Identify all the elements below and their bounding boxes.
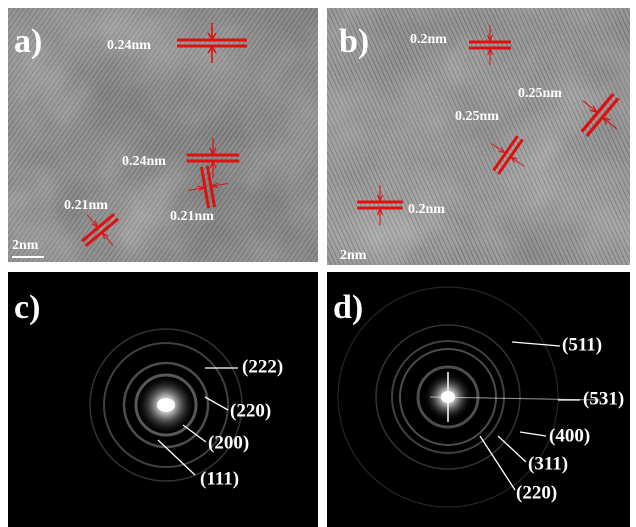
panel-label: b) xyxy=(339,23,369,60)
annotation: (222) xyxy=(242,356,283,377)
annotation: 0.21nm xyxy=(64,198,108,213)
panel-c: c) (222) (220) (200) (111) xyxy=(8,272,318,527)
annotation: (400) xyxy=(549,425,590,446)
scale-bar-label: 2nm xyxy=(12,238,39,253)
panel-b: b) 0.2nm 0.25nm 0.25nm 0.2nm 2nm xyxy=(327,8,633,265)
annotation: (111) xyxy=(200,468,239,489)
annotation: (220) xyxy=(230,400,271,421)
annotation: (220) xyxy=(516,482,557,503)
scale-bar-label: 2nm xyxy=(340,248,367,263)
panel-d: d) (511) (531) (400) (311) (220) xyxy=(327,272,630,527)
annotation: 0.24nm xyxy=(122,154,166,169)
annotation: (311) xyxy=(528,453,568,474)
annotation: 0.2nm xyxy=(410,32,447,47)
annotation: 0.24nm xyxy=(107,38,151,53)
annotation: (511) xyxy=(562,334,602,355)
annotation: 0.25nm xyxy=(518,86,562,101)
panel-label: a) xyxy=(14,23,42,60)
panel-a: a) 0.24nm 0.24nm 0.21nm 0.21nm 2nm xyxy=(8,8,318,262)
annotation: (531) xyxy=(583,388,624,409)
panel-label: c) xyxy=(14,289,40,326)
annotation: 0.2nm xyxy=(408,202,445,217)
panel-label: d) xyxy=(333,289,363,326)
annotation: 0.21nm xyxy=(170,209,214,224)
annotation: (200) xyxy=(208,432,249,453)
page: {"panels": [ {"label": "a)", "scale_bar"… xyxy=(0,0,636,527)
figure: a) 0.24nm 0.24nm 0.21nm 0.21nm 2nm b) 0.… xyxy=(0,0,636,527)
annotation: 0.25nm xyxy=(455,109,499,124)
